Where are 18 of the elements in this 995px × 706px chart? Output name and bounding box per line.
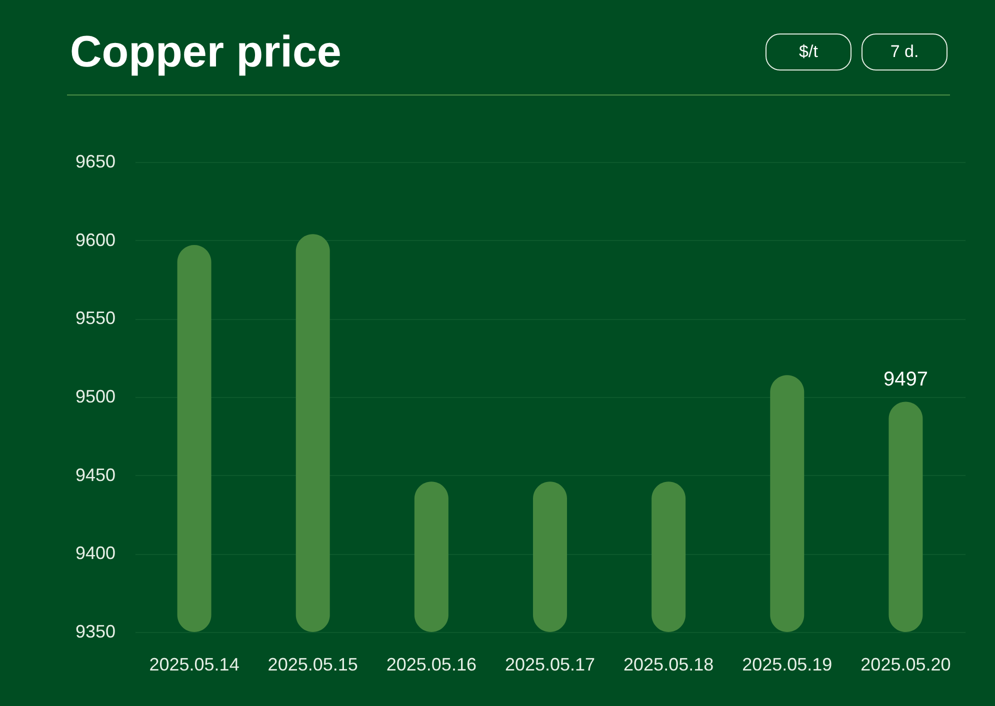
x-tick-label: 2025.05.20 [860,654,951,674]
chart-title: Copper price [70,28,342,76]
x-tick-label: 2025.05.18 [624,654,714,674]
x-tick-label: 2025.05.14 [149,654,240,674]
y-tick-label: 9550 [76,308,116,328]
x-tick-label: 2025.05.16 [386,654,476,674]
y-tick-label: 9400 [76,543,116,564]
data-label: 9497 [883,368,928,391]
y-tick-label: 9650 [76,152,116,172]
y-tick-label: 9450 [76,464,116,485]
text: $/t [799,42,818,61]
y-tick-label: 9350 [76,622,116,642]
y-tick-label: 9600 [76,230,116,250]
x-tick-label: 2025.05.17 [504,654,596,674]
y-tick-label: 9500 [76,386,116,406]
text: 7 d. [890,42,919,61]
x-tick-label: 2025.05.15 [268,654,358,674]
x-tick-label: 2025.05.19 [742,654,832,674]
